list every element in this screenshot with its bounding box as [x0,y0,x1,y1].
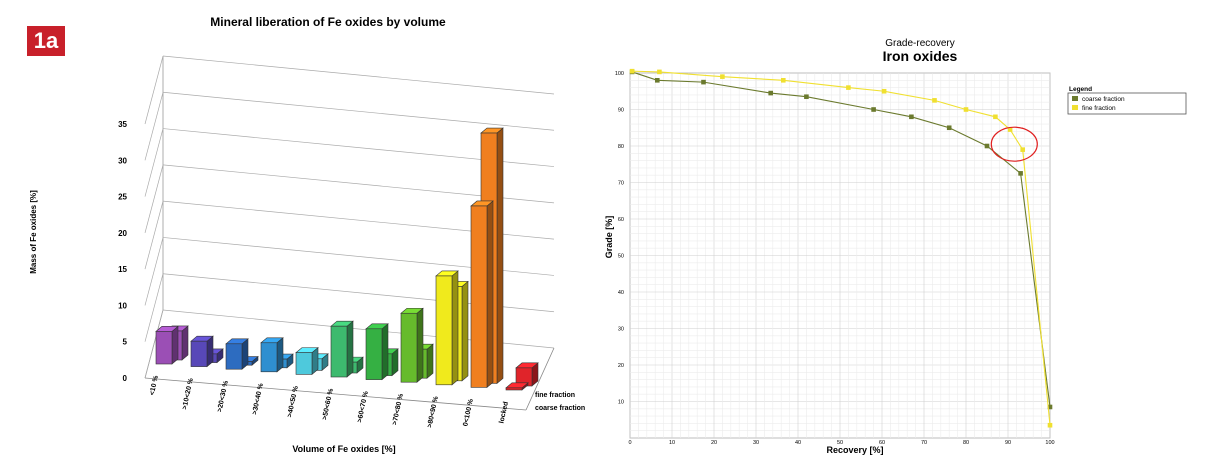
y-tick-label: 25 [118,193,127,202]
data-point [946,125,952,131]
chart-title: Mineral liberation of Fe oxides by volum… [210,15,446,29]
x-tick-label: 30 [753,440,759,446]
bar-coarse-10 [505,382,529,391]
chart-supertitle: Grade-recovery [885,38,954,49]
data-point [804,94,809,100]
y-axis-label: Mass of Fe oxides [%] [29,190,38,274]
x-tick-label: 0 [628,440,631,446]
x-axis-label: Volume of Fe oxides [%] [292,444,395,454]
chart-title: Iron oxides [883,48,958,64]
legend: Legend coarse fraction fine fraction [1067,86,1187,115]
y-tick-label: 35 [118,120,127,129]
y-tick-label: 80 [618,144,624,150]
grid-line-side [144,273,164,342]
data-point [781,78,786,83]
bar-coarse-4 [295,346,319,376]
x-tick-label: 100 [1045,440,1054,446]
data-point [963,107,969,112]
bar-coarse-2 [225,338,249,370]
x-tick-label: <10 % [149,374,160,396]
bar-coarse-3 [260,337,284,373]
data-point [657,69,662,75]
data-point [881,88,887,94]
data-point [655,78,660,83]
y-tick-label: 20 [618,363,624,369]
y-tick-label: 20 [118,229,127,238]
y-tick-label: 60 [618,217,624,223]
legend-label-coarse-fraction: coarse fraction [1082,96,1125,103]
bar-coarse-9 [470,200,494,389]
grid-line [162,55,555,95]
y-tick-label: 0 [123,374,128,383]
bar-coarse-6 [365,323,389,381]
data-point [993,114,998,120]
grid-line [162,91,555,131]
legend-title: Legend [1069,86,1092,93]
bar-coarse-7 [400,307,424,383]
depth-label-fine-fraction: fine fraction [535,392,575,399]
legend-swatch-fine-fraction [1072,105,1078,110]
bar-coarse-8 [435,270,459,386]
y-tick-label: 15 [118,265,127,274]
data-point [1018,171,1023,176]
x-tick-label: 50 [837,440,843,446]
x-tick-label: 80 [963,440,969,446]
legend-box [1067,92,1187,115]
y-tick-label: 50 [618,254,624,260]
x-axis-label: Recovery [%] [826,445,883,455]
depth-label-coarse-fraction: coarse fraction [535,405,585,412]
x-tick-label: 10 [669,440,675,446]
grid-line-side [144,92,164,161]
legend-swatch-coarse-fraction [1072,96,1078,101]
x-tick-label: 40 [795,440,801,446]
y-tick-label: 5 [123,338,128,347]
data-point [768,90,773,96]
grid-line-side [144,55,164,125]
x-tick-label: locked [498,401,509,424]
x-tick-label: 70 [921,440,927,446]
y-tick-label: 90 [618,108,624,114]
bar-coarse-1 [190,335,214,368]
data-point [932,98,937,103]
data-point [629,68,635,74]
data-point [1047,422,1053,428]
data-point [720,74,725,79]
series-line-fine [632,70,1051,426]
y-axis-label: Grade [%] [604,216,614,259]
data-point [701,79,706,85]
data-point [1020,147,1025,152]
floor-right-edge [525,347,555,411]
data-point [1047,404,1053,410]
figure-badge: 1a [27,26,65,56]
x-tick-label: 90 [1005,440,1011,446]
x-tick-label: 60 [879,440,885,446]
floor-front-edge [144,377,527,411]
legend-label-fine-fraction: fine fraction [1082,105,1116,112]
y-tick-label: 10 [618,400,624,406]
y-tick-label: 10 [118,301,127,310]
data-point [846,85,851,90]
y-tick-label: 30 [618,327,624,333]
highlight-circle [990,126,1038,162]
y-tick-label: 100 [615,71,624,77]
grid-line-side [144,128,164,197]
data-point [871,107,876,112]
bar-coarse-5 [330,320,354,378]
x-tick-label: 20 [711,440,717,446]
grid-line-side [144,201,164,270]
bar-coarse-0 [155,325,179,365]
y-tick-label: 30 [118,156,127,165]
data-point [984,143,990,149]
bar-fine-10 [515,362,539,387]
grid-line-side [144,309,164,379]
y-tick-label: 40 [618,290,624,296]
data-point [1007,127,1013,132]
grid-line-side [144,237,164,306]
y-tick-label: 70 [618,181,624,187]
data-point [909,114,914,120]
grid-line-side [144,164,164,233]
